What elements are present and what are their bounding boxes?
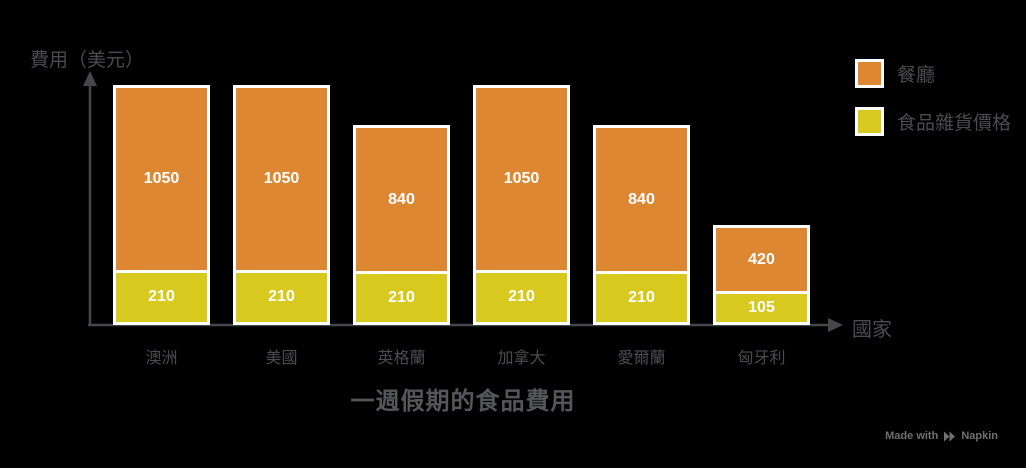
y-axis-arrow-icon <box>83 71 97 86</box>
bar-value-label: 1050 <box>503 169 540 187</box>
legend-item-restaurant: 餐廳 <box>855 59 1011 88</box>
x-axis-arrow-icon <box>828 318 843 332</box>
watermark: Made with Napkin <box>885 430 998 442</box>
legend-label-restaurant: 餐廳 <box>897 65 936 86</box>
bar-segment-grocery: 210 <box>356 274 447 322</box>
chart-title: 一週假期的食品費用 <box>350 388 576 415</box>
legend-swatch-restaurant <box>855 59 884 88</box>
bar-澳洲: 1050 210 <box>113 85 210 325</box>
bar-segment-restaurant: 840 <box>356 128 447 272</box>
bar-segment-grocery: 210 <box>116 272 207 322</box>
bar-segment-restaurant: 1050 <box>236 88 327 270</box>
bar-愛爾蘭: 840 210 <box>593 125 690 325</box>
bar-segment-grocery: 105 <box>716 294 807 322</box>
bar-segment-restaurant: 1050 <box>116 88 207 270</box>
bar-segment-grocery: 210 <box>476 272 567 322</box>
x-tick-label: 愛爾蘭 <box>617 350 666 367</box>
bar-segment-grocery: 210 <box>596 274 687 322</box>
bar-segment-grocery: 210 <box>236 272 327 322</box>
bar-英格蘭: 840 210 <box>353 125 450 325</box>
bar-value-label: 1050 <box>263 169 300 187</box>
x-tick-label: 匈牙利 <box>737 350 786 367</box>
bar-value-label: 210 <box>508 288 535 306</box>
legend-item-grocery: 食品雜貨價格 <box>855 107 1011 136</box>
legend-swatch-grocery <box>855 107 884 136</box>
y-axis-label: 費用（美元） <box>30 50 145 71</box>
bar-value-label: 210 <box>628 289 655 307</box>
legend: 餐廳 食品雜貨價格 <box>855 59 1011 136</box>
bar-美國: 1050 210 <box>233 85 330 325</box>
bar-segment-restaurant: 1050 <box>476 88 567 270</box>
x-tick-label: 美國 <box>265 350 298 367</box>
bar-value-label: 1050 <box>143 169 180 187</box>
bar-加拿大: 1050 210 <box>473 85 570 325</box>
bar-value-label: 840 <box>628 190 655 208</box>
x-tick-label: 澳洲 <box>145 350 178 367</box>
bar-value-label: 105 <box>748 299 775 317</box>
x-tick-label: 英格蘭 <box>377 350 426 367</box>
bar-value-label: 840 <box>388 190 415 208</box>
watermark-prefix: Made with <box>885 430 939 442</box>
bar-value-label: 210 <box>148 288 175 306</box>
x-tick-label: 加拿大 <box>497 350 546 367</box>
bar-匈牙利: 420 105 <box>713 225 810 325</box>
watermark-brand: Napkin <box>961 430 998 442</box>
bar-value-label: 420 <box>748 250 775 268</box>
napkin-logo-icon <box>944 431 956 441</box>
bar-value-label: 210 <box>268 288 295 306</box>
bar-value-label: 210 <box>388 289 415 307</box>
x-axis-label: 國家 <box>852 319 892 341</box>
bar-segment-restaurant: 840 <box>596 128 687 272</box>
legend-label-grocery: 食品雜貨價格 <box>897 113 1012 134</box>
bar-segment-restaurant: 420 <box>716 228 807 292</box>
